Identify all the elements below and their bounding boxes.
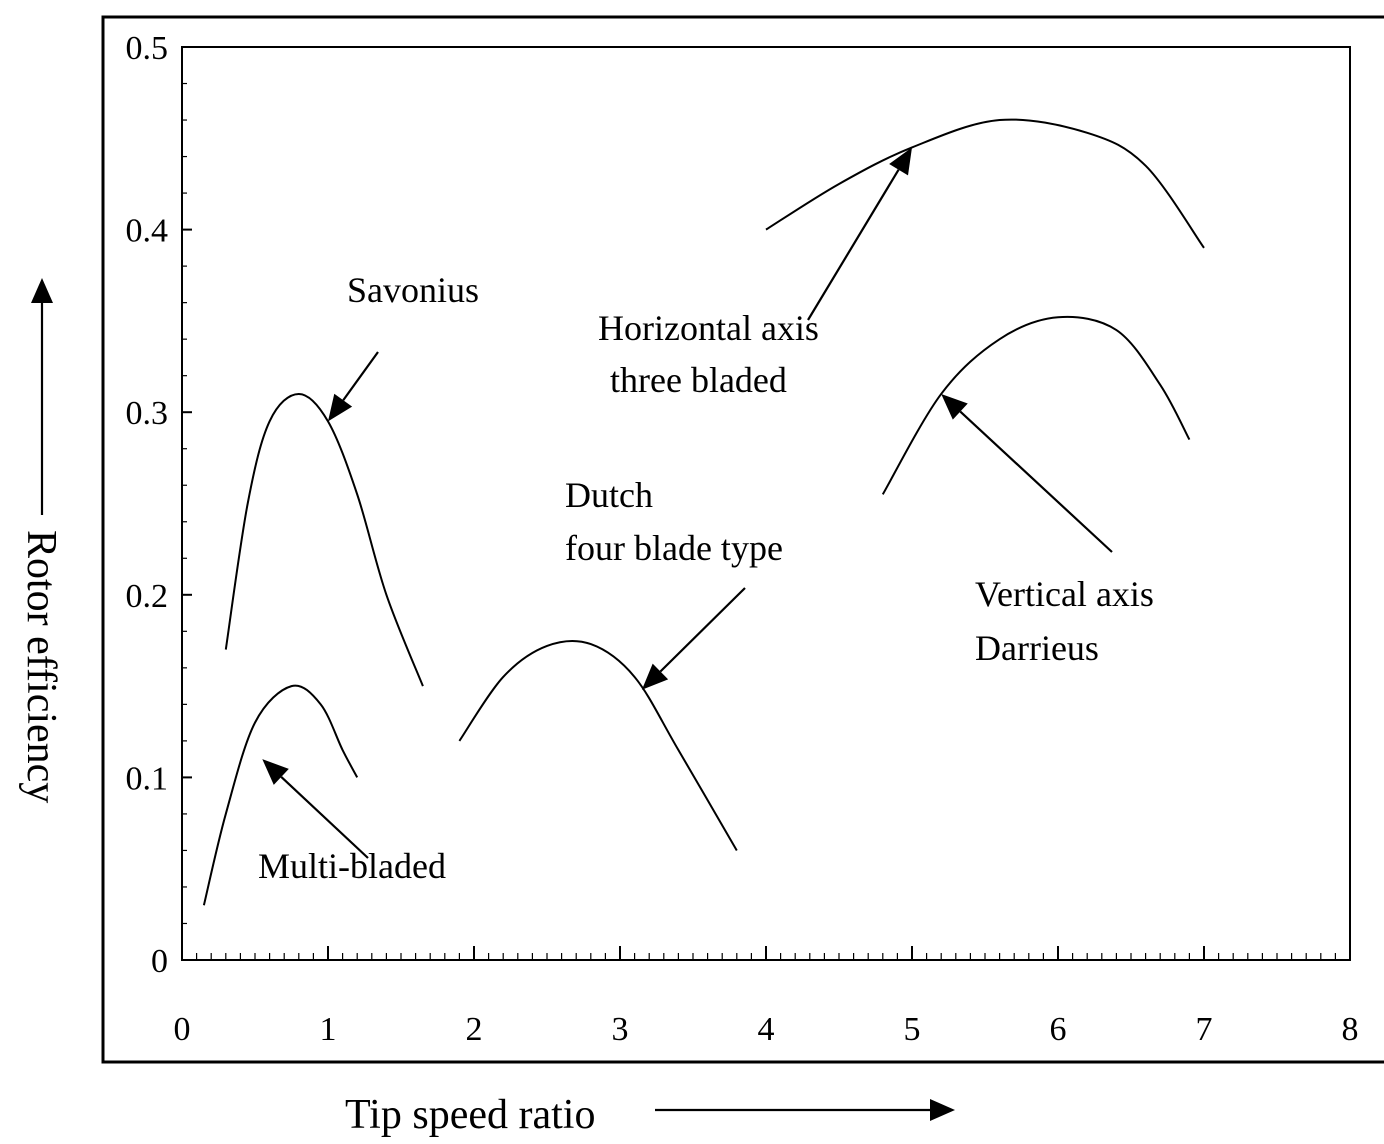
x-axis-title: Tip speed ratio [345,1092,595,1138]
annotation-arrow-line [280,776,369,859]
x-tick-label: 8 [1342,1011,1359,1048]
x-tick-label: 5 [904,1011,921,1048]
x-tick-label: 7 [1196,1011,1213,1048]
y-tick-label: 0.4 [126,213,169,250]
y-tick-label: 0.1 [126,760,169,797]
annotation-arrow-head [641,663,669,690]
curve-dutch-four-blade-type [458,639,738,851]
annotation-arrow-head [889,147,912,176]
annotation: Horizontal axis three bladed [598,147,912,400]
annotation-label: three bladed [610,360,787,400]
annotation-label: Darrieus [975,628,1099,668]
annotation-label: Multi-bladed [258,846,446,886]
y-tick-label: 0 [151,943,168,980]
curve-savonius [224,392,424,687]
annotation-label: four blade type [565,528,783,568]
outer-frame [101,15,1384,1064]
annotation: Multi-bladed [258,759,446,886]
x-tick-label: 1 [320,1011,337,1048]
annotation-label: Horizontal axis [598,308,819,348]
annotation-arrow-line [959,410,1113,553]
x-tick-label: 4 [758,1011,775,1048]
annotation-arrow-head [941,393,968,420]
annotation: Dutch four blade type [565,475,783,690]
x-tick-label: 0 [174,1011,191,1048]
plot-area [181,46,1351,961]
annotation-arrow-line [807,169,900,321]
ticks-layer: 0 1 2 3 4 5 6 7 8 0 0.1 0.2 0.3 0.4 0.5 [126,30,1359,1048]
annotation-arrow-line [342,351,379,401]
x-axis-arrow [655,1099,955,1121]
annotation: Vertical axis Darrieus [941,393,1154,668]
annotation: Savonius [328,270,479,422]
y-tick-label: 0.2 [126,578,169,615]
annotation-arrow-head [328,393,353,422]
curves-layer [202,118,1205,906]
annotation-arrow-head [262,759,289,785]
annotation-label: Savonius [347,270,479,310]
annotation-arrow-line [659,587,746,673]
y-axis-title: Rotor efficiency [18,530,64,803]
y-axis-arrow [31,278,53,515]
curve-multi-bladed [202,684,359,906]
annotations-layer: Savonius Multi-bladed Dutch four blade type… [258,147,1154,886]
y-tick-label: 0.5 [126,30,169,67]
x-tick-label: 6 [1050,1011,1067,1048]
curve-vertical-axis-darrieus [881,315,1191,495]
curve-horizontal-axis-three-bladed [765,118,1205,249]
x-tick-label: 2 [466,1011,483,1048]
annotation-label: Dutch [565,475,653,515]
x-tick-label: 3 [612,1011,629,1048]
annotation-label: Vertical axis [975,574,1154,614]
y-tick-label: 0.3 [126,395,169,432]
